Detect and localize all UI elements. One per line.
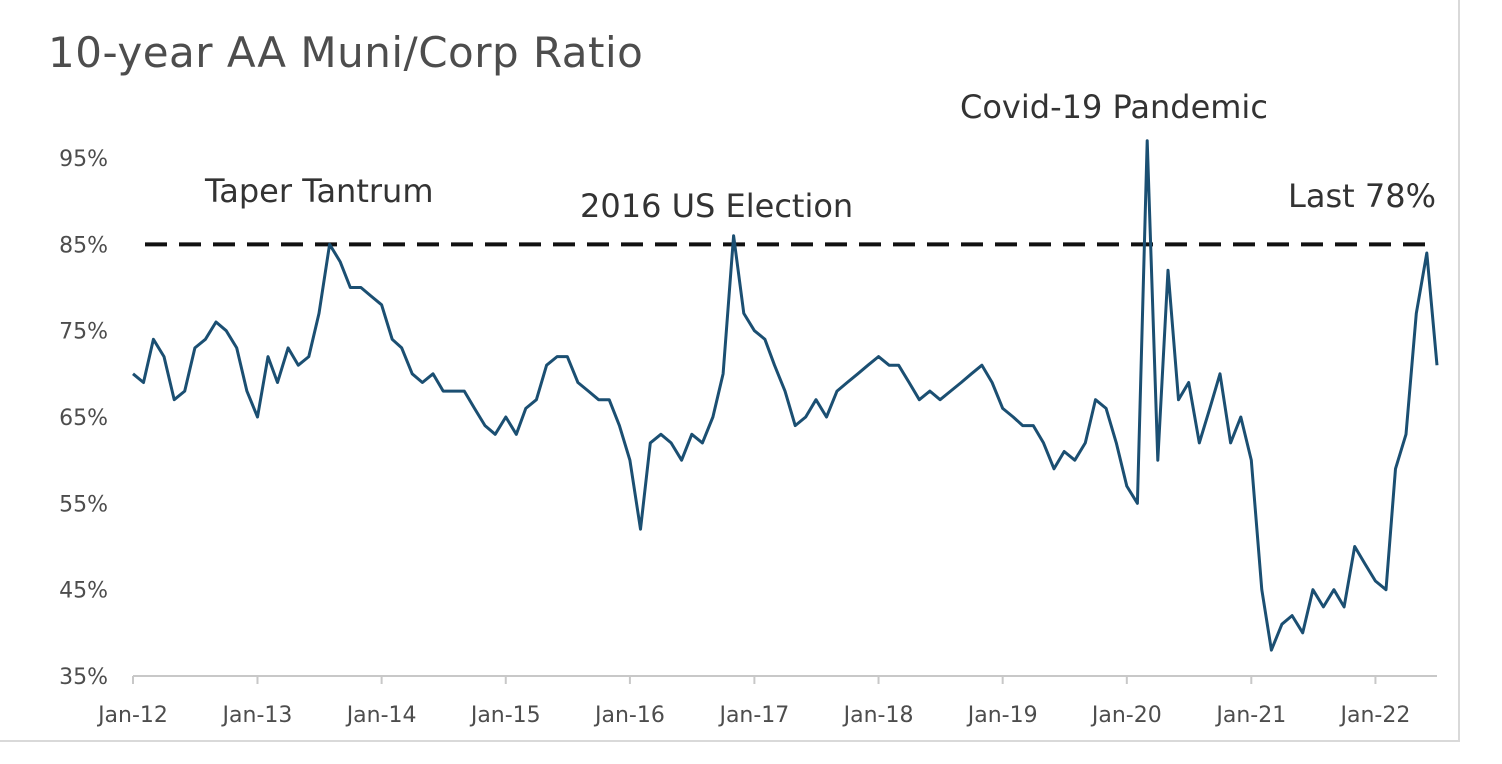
- chart-title: 10-year AA Muni/Corp Ratio: [48, 28, 644, 77]
- x-tick-label: Jan-16: [593, 703, 665, 728]
- x-tick-label: Jan-12: [96, 703, 168, 728]
- y-tick-label: 85%: [59, 233, 108, 258]
- annotation-label: Covid-19 Pandemic: [960, 88, 1268, 126]
- line-chart: 35% 45% 55% 65% 75% 85% 95% Jan-12 Jan-13 Jan-14 J…: [59, 88, 1439, 728]
- annotation-label: 2016 US Election: [580, 187, 853, 225]
- y-tick-label: 35%: [59, 665, 108, 690]
- series-line: [132, 139, 1439, 652]
- x-tick-label: Jan-13: [221, 703, 293, 728]
- y-tick-label: 75%: [59, 320, 108, 345]
- annotation-label: Taper Tantrum: [204, 172, 433, 210]
- x-tick-label: Jan-17: [717, 703, 789, 728]
- y-tick-label: 55%: [59, 492, 108, 517]
- x-tick-label: Jan-22: [1339, 703, 1411, 728]
- annotation-label: Last 78%: [1288, 177, 1436, 215]
- x-tick-label: Jan-15: [469, 703, 541, 728]
- x-tick-label: Jan-21: [1214, 703, 1286, 728]
- y-tick-label: 95%: [59, 147, 108, 172]
- y-tick-label: 45%: [59, 579, 108, 604]
- y-tick-label: 65%: [59, 406, 108, 431]
- x-tick-label: Jan-20: [1090, 703, 1162, 728]
- x-tick-label: Jan-19: [966, 703, 1038, 728]
- x-tick-label: Jan-14: [345, 703, 417, 728]
- chart-frame: [0, 0, 1460, 742]
- x-tick-label: Jan-18: [842, 703, 914, 728]
